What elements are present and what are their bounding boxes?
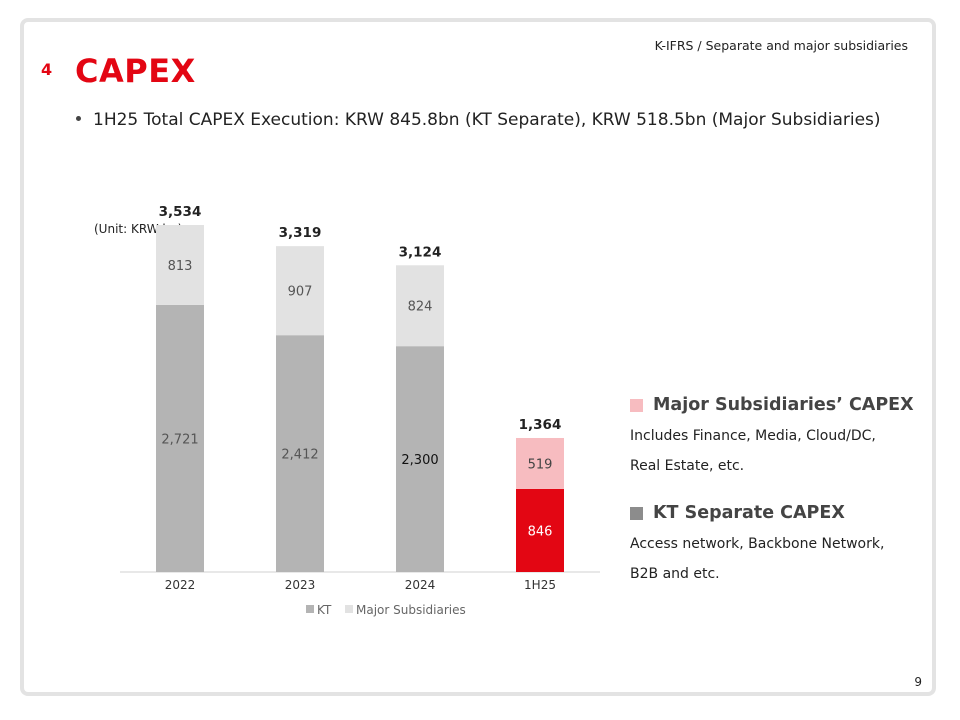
tick-label-2024: 2024 bbox=[405, 578, 436, 592]
legend-subs-swatch bbox=[345, 605, 353, 613]
summary-text: 1H25 Total CAPEX Execution: KRW 845.8bn … bbox=[93, 110, 881, 130]
section-number: 4 bbox=[41, 60, 53, 79]
summary-bullet: 1H25 Total CAPEX Execution: KRW 845.8bn … bbox=[76, 110, 881, 130]
tick-label-2023: 2023 bbox=[285, 578, 316, 592]
subs-legend-desc: Includes Finance, Media, Cloud/DC, Real … bbox=[630, 428, 876, 474]
label-kt-2022: 2,721 bbox=[161, 432, 198, 447]
bar-subs-1H25 bbox=[516, 437, 564, 489]
kt-title-text: KT Separate CAPEX bbox=[653, 503, 845, 523]
tick-label-2022: 2022 bbox=[165, 578, 196, 592]
legend-kt-swatch bbox=[306, 605, 314, 613]
bars-group: 2,721 813 3,534 2022 2,412 907 3,319 2023 2,300 8… bbox=[156, 204, 564, 592]
subs-swatch-icon bbox=[630, 398, 643, 412]
label-kt-2024: 2,300 bbox=[401, 453, 438, 468]
subs-title-text: Major Subsidiaries’ CAPEX bbox=[653, 395, 914, 415]
page-number: 9 bbox=[914, 675, 922, 689]
total-label-2022: 3,534 bbox=[159, 204, 202, 220]
bar-kt-2022 bbox=[156, 304, 204, 572]
bar-subs-2024 bbox=[396, 265, 444, 347]
kt-swatch-icon bbox=[630, 506, 643, 520]
header-note: K-IFRS / Separate and major subsidiaries bbox=[654, 38, 908, 53]
total-label-2023: 3,319 bbox=[279, 225, 322, 241]
bar-subs-2023 bbox=[276, 246, 324, 336]
page-title: CAPEX bbox=[75, 52, 196, 90]
chart-legend: KT Major Subsidiaries bbox=[306, 603, 466, 617]
label-kt-1H25: 846 bbox=[528, 524, 553, 539]
bar-subs-2022 bbox=[156, 225, 204, 305]
bar-kt-2024 bbox=[396, 346, 444, 572]
kt-legend-desc: Access network, Backbone Network, B2B an… bbox=[630, 536, 885, 582]
legend-kt-label: KT bbox=[317, 603, 332, 617]
kt-legend-title: KT Separate CAPEX bbox=[630, 503, 930, 523]
bullet-dot-icon bbox=[76, 115, 81, 121]
label-subs-1H25: 519 bbox=[528, 457, 553, 472]
total-label-1H25: 1,364 bbox=[519, 417, 562, 433]
bar-kt-1H25 bbox=[516, 488, 564, 572]
label-subs-2023: 907 bbox=[288, 285, 313, 300]
legend-panel: Major Subsidiaries’ CAPEX Includes Finan… bbox=[630, 395, 930, 589]
total-label-2024: 3,124 bbox=[399, 244, 442, 260]
bar-kt-2023 bbox=[276, 335, 324, 572]
subs-legend-title: Major Subsidiaries’ CAPEX bbox=[630, 395, 930, 415]
legend-subs-label: Major Subsidiaries bbox=[356, 603, 466, 617]
slide-frame bbox=[20, 18, 936, 696]
label-kt-2023: 2,412 bbox=[281, 448, 318, 463]
tick-label-1H25: 1H25 bbox=[524, 578, 556, 592]
label-subs-2022: 813 bbox=[168, 259, 193, 274]
label-subs-2024: 824 bbox=[408, 300, 433, 315]
